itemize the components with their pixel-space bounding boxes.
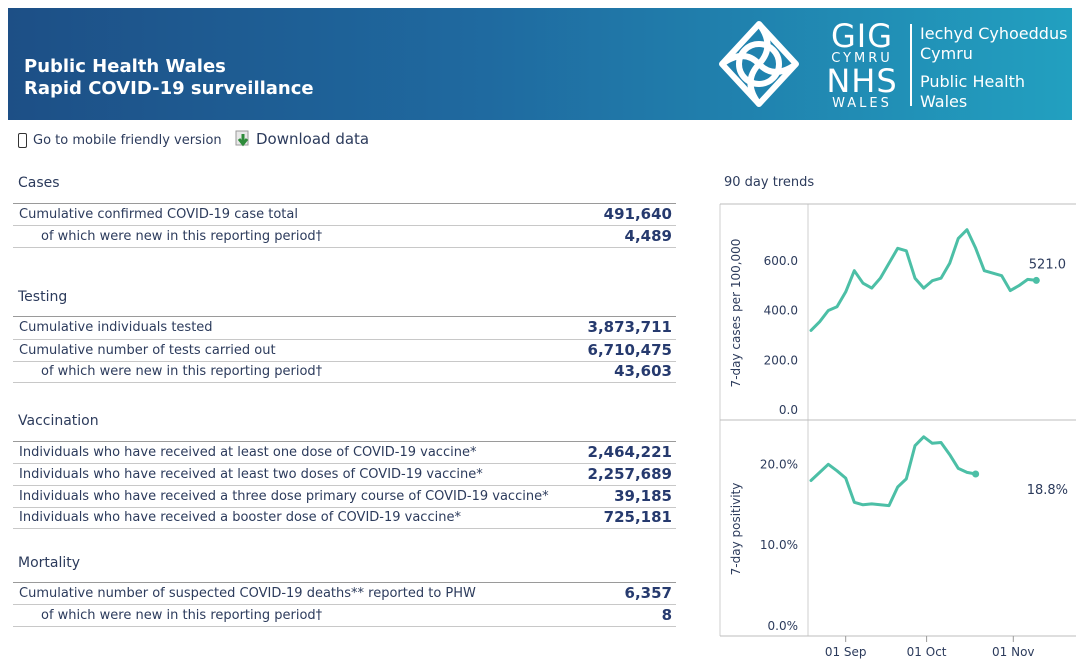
table-row: Individuals who have received a three do… xyxy=(13,486,676,508)
trend-charts: 0.0 200.0 400.0 600.0 7-day cases per 100,00… xyxy=(719,203,1076,659)
divider xyxy=(13,626,676,627)
y-tick-label: 20.0% xyxy=(760,457,798,471)
y-axis-label: 7-day positivity xyxy=(729,483,743,576)
brand-text-english-1: Public Health xyxy=(920,72,1025,91)
mobile-version-link[interactable]: Go to mobile friendly version xyxy=(33,133,222,148)
y-tick-label: 400.0 xyxy=(764,304,798,318)
celtic-knot-logo-icon xyxy=(719,21,799,107)
row-label: Cumulative individuals tested xyxy=(19,320,213,335)
row-value: 43,603 xyxy=(614,362,672,380)
table-row: Individuals who have received at least o… xyxy=(13,442,676,464)
divider xyxy=(13,225,676,226)
download-icon[interactable] xyxy=(235,130,251,148)
last-value-dot xyxy=(1032,276,1040,284)
last-value-dot xyxy=(972,470,980,478)
table-row: of which were new in this reporting peri… xyxy=(13,226,676,248)
row-value: 6,357 xyxy=(624,584,672,602)
divider xyxy=(13,507,676,508)
y-tick-label: 0.0 xyxy=(779,403,798,417)
row-value: 6,710,475 xyxy=(587,341,672,359)
divider xyxy=(13,339,676,340)
row-label: Cumulative number of suspected COVID-19 … xyxy=(19,586,476,601)
y-axis-label: 7-day cases per 100,000 xyxy=(729,239,743,388)
section-title-mortality: Mortality xyxy=(18,555,81,571)
section-title-cases: Cases xyxy=(18,175,60,191)
y-tick-label: 0.0% xyxy=(768,619,799,633)
divider xyxy=(13,485,676,486)
row-value: 491,640 xyxy=(603,205,672,223)
table-row: Cumulative confirmed COVID-19 case total… xyxy=(13,204,676,226)
divider xyxy=(13,463,676,464)
y-tick-label: 200.0 xyxy=(764,353,798,367)
table-row: of which were new in this reporting peri… xyxy=(13,605,676,627)
divider xyxy=(13,582,676,583)
series-line xyxy=(809,228,1038,332)
download-data-link[interactable]: Download data xyxy=(256,130,370,148)
nhs-wales-logo: GIG CYMRU NHS WALES xyxy=(826,17,898,111)
row-label: of which were new in this reporting peri… xyxy=(41,364,323,379)
series-line xyxy=(809,435,978,508)
row-label: Cumulative confirmed COVID-19 case total xyxy=(19,207,298,222)
x-tick-label: 01 Nov xyxy=(992,645,1035,659)
trends-title: 90 day trends xyxy=(724,175,815,190)
row-label: Individuals who have received at least o… xyxy=(19,445,477,460)
divider xyxy=(13,382,676,383)
divider xyxy=(13,528,676,529)
y-tick-label: 600.0 xyxy=(764,254,798,268)
section-title-testing: Testing xyxy=(18,289,68,305)
table-row: of which were new in this reporting peri… xyxy=(13,361,676,383)
row-value: 8 xyxy=(661,606,672,624)
row-value: 4,489 xyxy=(624,227,672,245)
row-label: Individuals who have received a three do… xyxy=(19,489,549,504)
divider xyxy=(13,441,676,442)
table-row: Individuals who have received a booster … xyxy=(13,507,676,529)
row-label: Individuals who have received a booster … xyxy=(19,510,461,525)
table-row: Individuals who have received at least t… xyxy=(13,464,676,486)
divider xyxy=(13,316,676,317)
row-label: Cumulative number of tests carried out xyxy=(19,343,276,358)
brand-text-welsh-2: Cymru xyxy=(920,44,973,63)
x-tick-label: 01 Oct xyxy=(907,645,947,659)
brand-text-english-2: Wales xyxy=(920,92,968,111)
y-tick-label: 10.0% xyxy=(760,538,798,552)
brand-text-welsh-1: Iechyd Cyhoeddus xyxy=(920,24,1068,43)
page-title: Public Health Wales xyxy=(24,56,226,77)
last-value-label: 18.8% xyxy=(1027,483,1068,498)
section-title-vaccination: Vaccination xyxy=(18,413,99,429)
row-label: of which were new in this reporting peri… xyxy=(41,608,323,623)
divider xyxy=(13,604,676,605)
row-value: 2,464,221 xyxy=(587,443,672,461)
table-row: Cumulative number of suspected COVID-19 … xyxy=(13,583,676,605)
logo-divider xyxy=(910,24,912,106)
row-label: of which were new in this reporting peri… xyxy=(41,229,323,244)
row-label: Individuals who have received at least t… xyxy=(19,467,483,482)
header-banner: Public Health Wales Rapid COVID-19 surve… xyxy=(8,8,1072,120)
divider xyxy=(13,361,676,362)
page-subtitle: Rapid COVID-19 surveillance xyxy=(24,78,314,99)
divider xyxy=(13,247,676,248)
table-row: Cumulative number of tests carried out 6… xyxy=(13,340,676,362)
row-value: 39,185 xyxy=(614,487,672,505)
last-value-label: 521.0 xyxy=(1029,257,1066,272)
table-row: Cumulative individuals tested 3,873,711 xyxy=(13,317,676,339)
row-value: 3,873,711 xyxy=(587,318,672,336)
mobile-phone-icon[interactable] xyxy=(18,133,27,148)
row-value: 725,181 xyxy=(603,508,672,526)
x-tick-label: 01 Sep xyxy=(825,645,867,659)
divider xyxy=(13,203,676,204)
row-value: 2,257,689 xyxy=(587,465,672,483)
